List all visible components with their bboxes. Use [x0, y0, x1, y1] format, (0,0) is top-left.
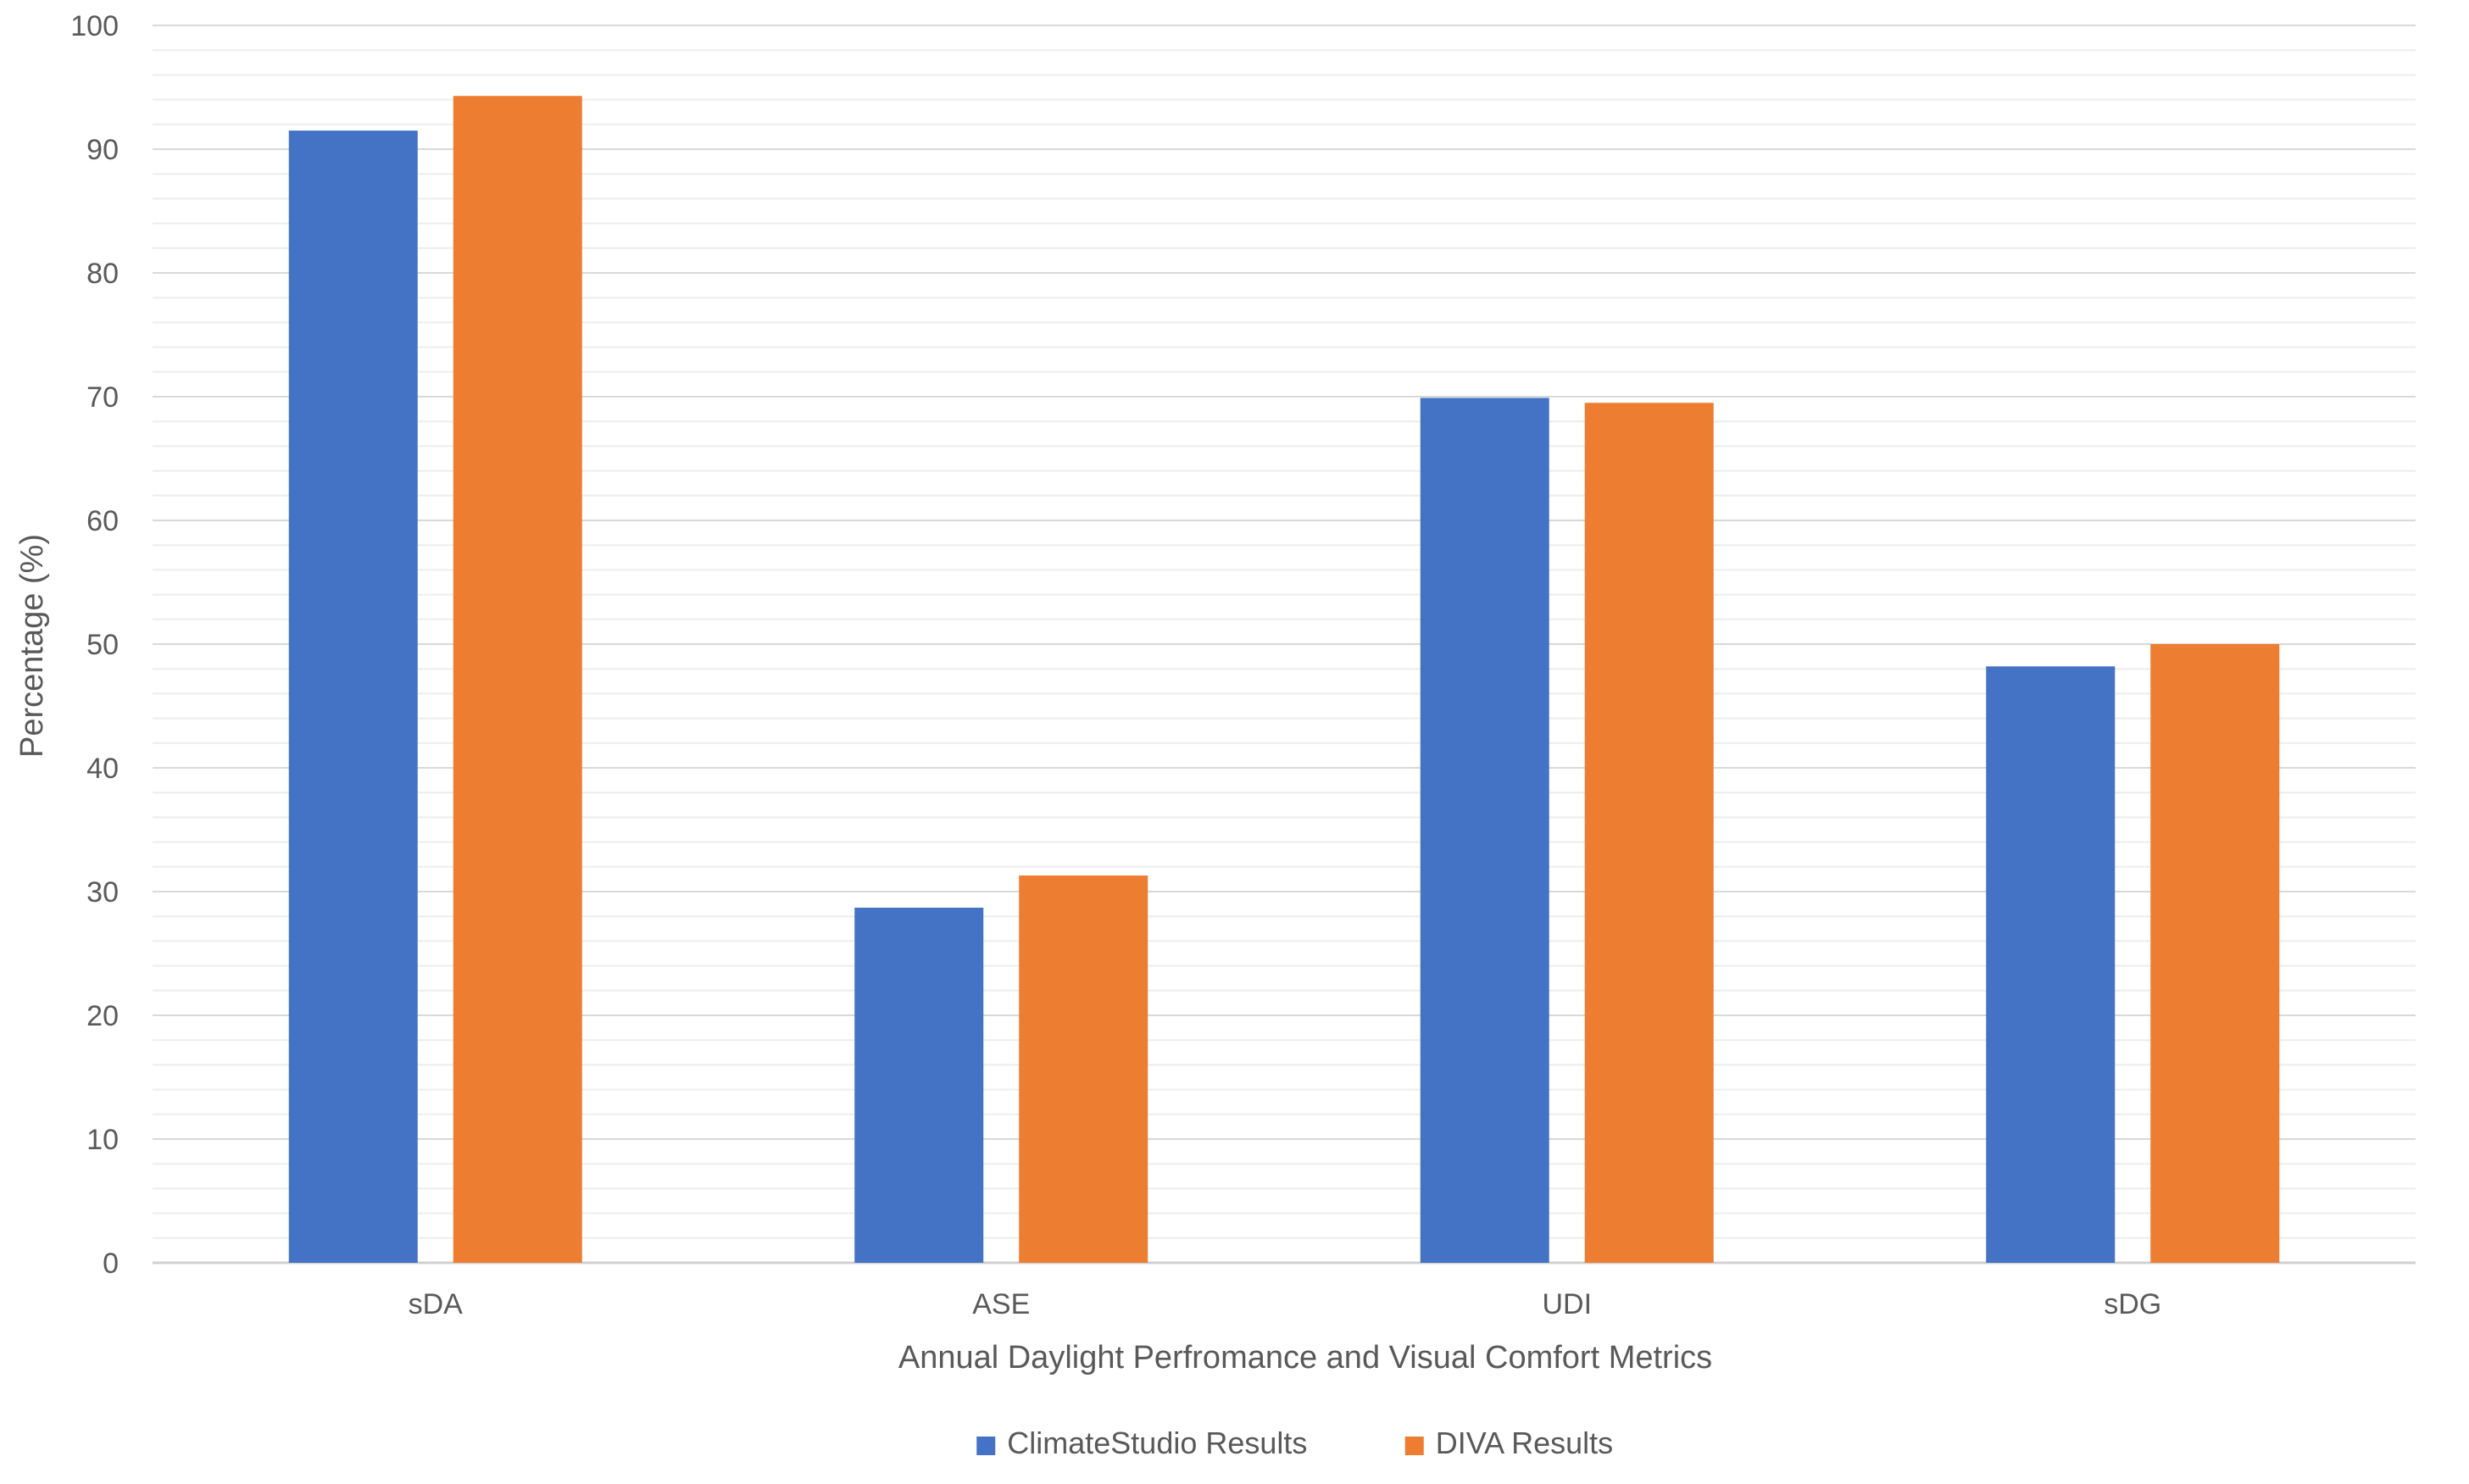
- legend-swatch-2: [1404, 1437, 1424, 1455]
- bar-sda-series-1: [288, 131, 418, 1264]
- axes: 0 10 20 30 40 50 60 70 80 90 100 sDA ASE UDI sDG: [70, 10, 2161, 1320]
- y-tick-label: 50: [86, 629, 119, 661]
- x-axis-title: Annual Daylight Perfromance and Visual C…: [898, 1340, 1712, 1376]
- y-tick-label: 30: [86, 876, 119, 909]
- bar-udi-series-1: [1420, 397, 1549, 1264]
- bar-udi-series-2: [1584, 403, 1714, 1263]
- bar-sda-series-2: [453, 96, 582, 1264]
- bar-ase-series-2: [1019, 875, 1148, 1263]
- y-tick-label: 70: [86, 381, 119, 414]
- bar-sdg-series-2: [2150, 644, 2280, 1263]
- y-tick-label: 40: [86, 753, 119, 785]
- y-tick-label: 0: [103, 1248, 119, 1280]
- x-tick-label: ASE: [972, 1288, 1030, 1320]
- y-tick-label: 90: [86, 134, 119, 166]
- y-tick-label: 10: [86, 1124, 119, 1156]
- legend-label-2: DIVA Results: [1436, 1426, 1613, 1460]
- y-tick-label: 20: [86, 1000, 119, 1032]
- bars: [288, 96, 2280, 1264]
- legend-label-1: ClimateStudio Results: [1007, 1426, 1307, 1460]
- legend: ClimateStudio Results DIVA Results: [976, 1426, 1613, 1460]
- legend-swatch-1: [976, 1437, 996, 1455]
- y-tick-label: 80: [86, 258, 119, 290]
- y-axis-title: Percentage (%): [14, 534, 50, 758]
- x-tick-label: sDA: [409, 1288, 464, 1320]
- y-tick-label: 60: [86, 505, 119, 537]
- y-tick-label: 100: [70, 10, 119, 42]
- x-tick-label: sDG: [2104, 1288, 2161, 1320]
- x-tick-label: UDI: [1542, 1288, 1592, 1320]
- bar-sdg-series-1: [1986, 666, 2116, 1263]
- bar-ase-series-1: [854, 907, 984, 1263]
